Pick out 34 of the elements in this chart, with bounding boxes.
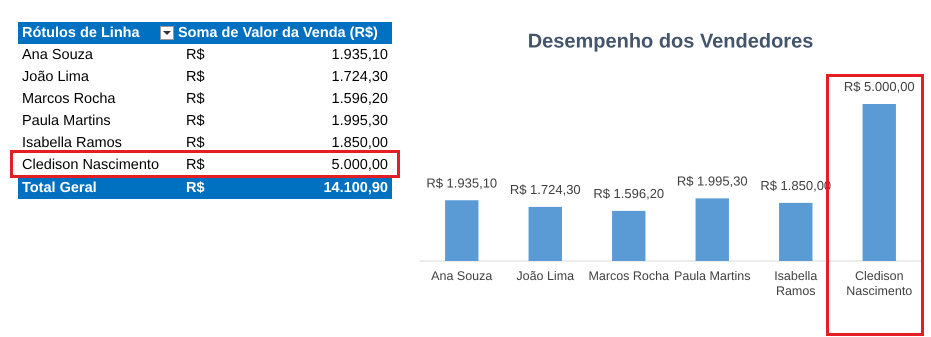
bar — [779, 202, 812, 261]
text: R$ 1.995,30 — [186, 113, 388, 129]
bar — [696, 198, 729, 261]
text: Soma de Valor da Venda (R$) — [178, 25, 379, 41]
text: R$ 1.724,30 — [186, 69, 388, 85]
category-label: Isabella Ramos — [21, 135, 123, 151]
chart-title: Desempenho dos Vendedores — [528, 30, 814, 53]
data-label: R$ 1.724,30 — [510, 182, 581, 197]
category-label: Marcos Rocha — [21, 91, 116, 107]
category-label: Cledison Nascimento — [21, 157, 160, 173]
data-label: R$ 5.000,00 — [844, 79, 915, 94]
category-label: Paula Martins — [21, 113, 112, 129]
x-tick-label: Isabella Ramos — [774, 268, 818, 298]
text: Rótulos de Linha — [22, 25, 140, 41]
x-tick-label: Marcos Rocha — [588, 268, 670, 283]
data-label: R$ 1.935,10 — [426, 175, 498, 190]
text: R$ 1.596,20 — [186, 91, 388, 107]
category-label: Ana Souza — [21, 47, 94, 63]
category-label: João Lima — [21, 69, 90, 85]
bar — [528, 206, 562, 261]
x-tick-label: Cledison Nascimento — [846, 268, 912, 298]
bar — [445, 200, 478, 261]
x-tick-label: João Lima — [516, 268, 574, 283]
x-tick-label: Ana Souza — [431, 268, 492, 283]
text: R$ 1.935,10 — [186, 47, 388, 63]
bar — [862, 104, 896, 261]
text: R$ 14.100,90 — [186, 180, 388, 196]
x-tick-label: Paula Martins — [674, 268, 750, 283]
text: R$ 1.850,00 — [186, 135, 388, 151]
data-label: R$ 1.596,20 — [593, 186, 664, 201]
bar — [612, 210, 646, 261]
category-label: Total Geral — [21, 180, 98, 196]
text: R$ 5.000,00 — [186, 157, 388, 173]
data-label: R$ 1.995,30 — [676, 173, 748, 188]
